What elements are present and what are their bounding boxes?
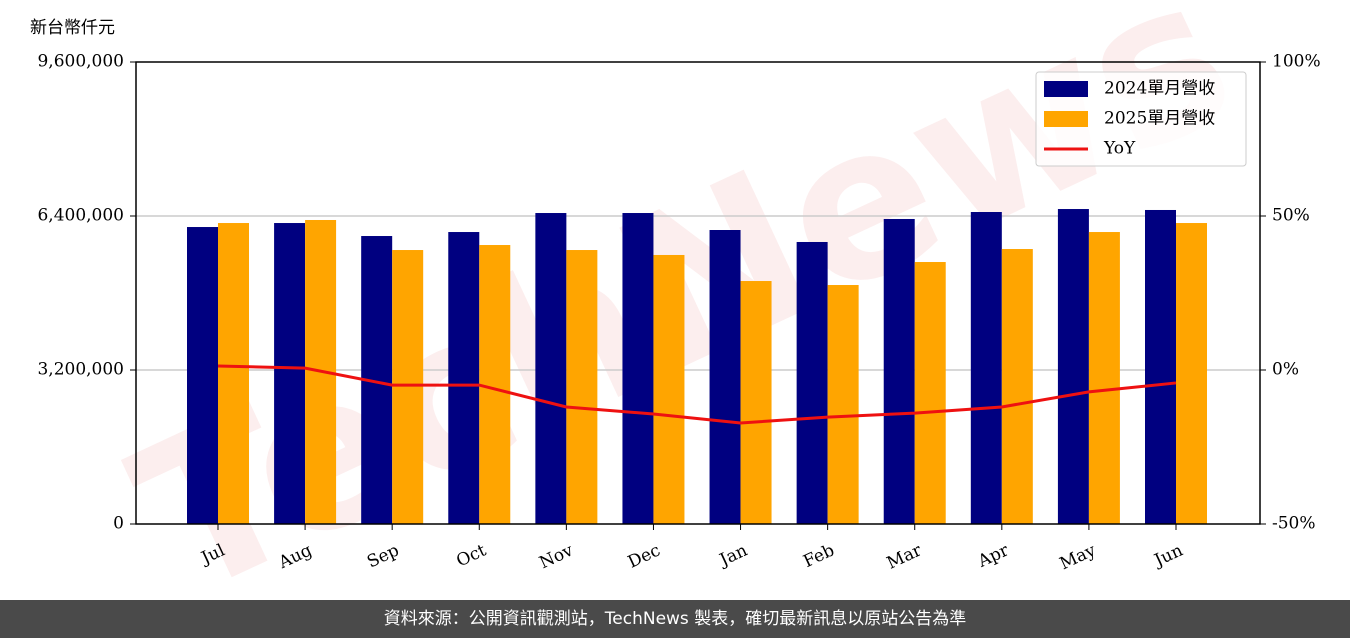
bar (274, 223, 306, 524)
y-tick-label: 9,600,000 (37, 52, 124, 72)
x-tick-label: Jun (1150, 540, 1186, 571)
bar (796, 241, 828, 525)
legend-label: 2024單月營收 (1104, 79, 1215, 99)
y-axis-label: 新台幣仟元 (30, 18, 115, 38)
y2-tick-label: 0% (1272, 360, 1299, 380)
legend-box (1035, 71, 1247, 167)
bar (827, 285, 859, 524)
y-tick-label: 3,200,000 (37, 360, 124, 380)
x-tick-label: Nov (536, 540, 576, 573)
x-tick-label: Dec (625, 540, 664, 572)
bar (479, 245, 511, 524)
y2-tick-label: 50% (1272, 206, 1310, 226)
chart: TechNews新台幣仟元03,200,0006,400,0009,600,00… (30, 0, 1321, 638)
y2-tick-label: 100% (1272, 52, 1321, 72)
x-tick-label: Mar (884, 540, 926, 574)
bar (970, 212, 1002, 525)
yoy-line (217, 364, 1177, 425)
bar (1176, 223, 1207, 524)
bar (187, 227, 218, 524)
y2-tick-label: -50% (1272, 514, 1316, 534)
bar (218, 223, 249, 524)
x-tick-label: Oct (453, 540, 489, 571)
footer: 資料來源：公開資訊觀測站，TechNews 製表，確切最新訊息以原站公告為準 (0, 600, 1350, 638)
legend-swatch (1044, 81, 1088, 97)
plot-frame (135, 61, 1261, 525)
x-tick-label: Feb (800, 540, 837, 572)
bar (1001, 249, 1033, 525)
bar (883, 218, 915, 524)
x-tick-label: Jan (715, 540, 751, 571)
bar (709, 230, 741, 524)
x-tick-label: May (1057, 540, 1099, 574)
bar (535, 213, 567, 525)
bar (653, 254, 685, 524)
legend-label: YoY (1103, 139, 1136, 159)
bar (1088, 232, 1120, 524)
y-tick-label: 0 (113, 514, 124, 534)
x-tick-label: Apr (974, 540, 1013, 572)
bar (448, 232, 480, 524)
legend-label: 2025單月營收 (1104, 109, 1215, 129)
bar (1145, 209, 1176, 524)
y-tick-label: 6,400,000 (37, 206, 124, 226)
legend-swatch (1044, 111, 1088, 127)
bar (914, 262, 946, 524)
bar (392, 250, 424, 525)
bar (1057, 209, 1089, 524)
bar (622, 213, 654, 525)
bar (740, 281, 772, 524)
bar (566, 250, 598, 525)
